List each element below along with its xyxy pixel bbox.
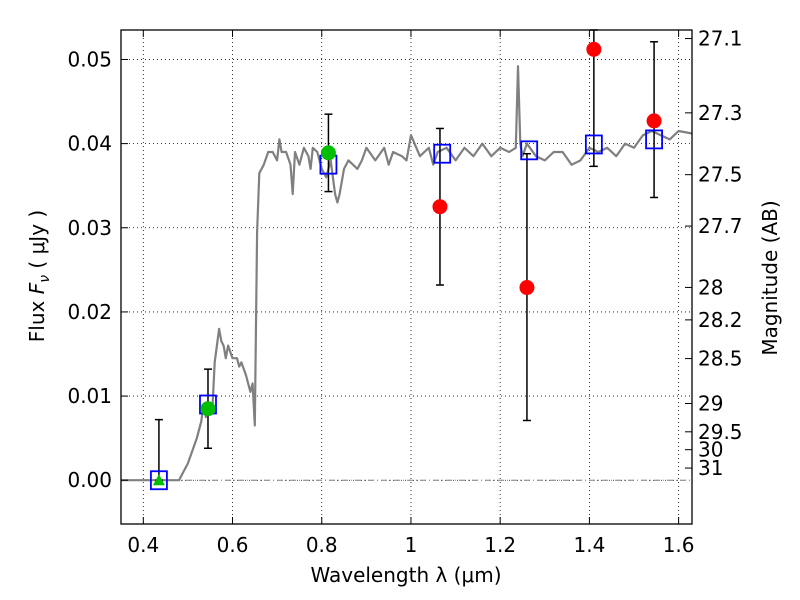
model-spectrum-line	[121, 65, 693, 482]
magnitude-tick-label: 27.7	[698, 214, 743, 238]
spectrum-layer	[121, 65, 693, 482]
x-tick-label: 0.8	[306, 533, 338, 557]
grid	[121, 30, 692, 524]
y-tick-label: 0.03	[67, 216, 112, 240]
model-photometry-square	[150, 470, 168, 491]
y-axis-label: Flux Fν ( μJy )	[25, 210, 53, 342]
y-axis-label-unit: ( μJy )	[25, 210, 49, 275]
upper-limit-triangle	[152, 474, 165, 486]
y-axis-label-subscript: ν	[37, 275, 53, 283]
magnitude-tick-label: 27.5	[698, 163, 743, 187]
y-tick-label: 0.05	[67, 47, 112, 71]
magnitude-tick-label: 28.2	[698, 308, 743, 332]
magnitude-tick-label: 27.1	[698, 27, 743, 51]
magnitude-tick-label: 28.5	[698, 347, 743, 371]
x-tick-label: 1.4	[573, 533, 605, 557]
magnitude-tick-label: 27.3	[698, 101, 743, 125]
y-tick-label: 0.01	[67, 384, 112, 408]
tick-layer: 0.4 0.6 0.8 1 1.2 1.4 1.6 0.00 0.01 0.02 0.03 0.04 0…	[67, 27, 742, 557]
model-photometry-square	[433, 143, 452, 164]
observed-flux-red-point	[646, 113, 662, 129]
observed-flux-red-point	[432, 199, 448, 215]
x-tick-label: 0.6	[217, 533, 249, 557]
plot-frame	[120, 29, 693, 525]
magnitude-tick-label: 29	[698, 391, 723, 415]
magnitude-tick-label: 28	[698, 275, 723, 299]
marker-layer	[150, 41, 663, 491]
model-photometry-square	[645, 129, 663, 150]
model-photometry-square	[520, 140, 539, 161]
x-tick-label: 1.6	[663, 533, 695, 557]
x-tick-label: 1.2	[484, 533, 516, 557]
magnitude-tick-label: 30	[698, 438, 723, 462]
observed-flux-red-point	[586, 41, 602, 57]
model-photometry-square	[584, 134, 603, 155]
y-tick-label: 0.00	[67, 468, 112, 492]
errorbar-layer	[154, 29, 659, 481]
observed-flux-green-point	[320, 145, 336, 161]
y-axis-label-symbol: F	[25, 282, 49, 294]
x-tick-label: 1	[405, 533, 418, 557]
y-tick-label: 0.02	[67, 300, 112, 324]
magnitude-tick-label: 29.5	[698, 420, 743, 444]
y-axis-label-prefix: Flux	[25, 294, 49, 342]
magnitude-axis-label: Magnitude (AB)	[758, 200, 782, 355]
observed-flux-red-point	[519, 280, 535, 296]
x-tick-label: 0.4	[127, 533, 159, 557]
magnitude-tick-label: 31	[698, 456, 723, 480]
x-axis-label: Wavelength λ (μm)	[310, 563, 501, 587]
y-tick-label: 0.04	[67, 132, 112, 156]
observed-flux-green-point	[200, 401, 216, 417]
